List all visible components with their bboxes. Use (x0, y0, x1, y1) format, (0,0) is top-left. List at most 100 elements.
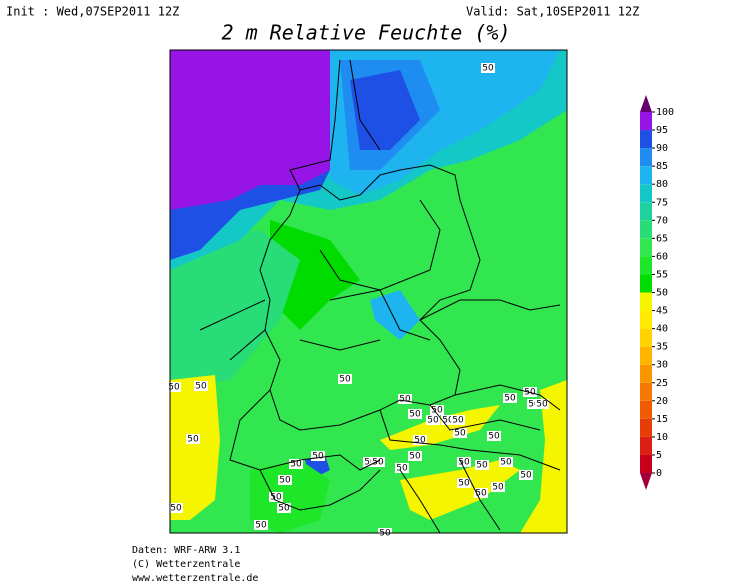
contour-label-box (254, 520, 268, 530)
contour-label: 50 (372, 458, 384, 468)
color-step (640, 202, 652, 221)
humidity-field (250, 460, 330, 533)
colorbar-label: 75 (656, 197, 668, 208)
contour-label-box (395, 463, 409, 473)
color-step (640, 310, 652, 329)
colorbar-label: 5 (656, 450, 662, 461)
color-step (640, 454, 652, 473)
contour-label-box (371, 457, 385, 467)
colorbar: 0 5 10 15 20 25 30 35 40 45 50 55 60 65 70 75 80 85 90 95 10… (640, 95, 674, 490)
contour-label: 50 (454, 429, 466, 439)
contour-label-box (491, 482, 505, 492)
humidity-field (380, 405, 500, 450)
contour-label: 50 (482, 64, 494, 74)
contour-label: 50 (255, 521, 267, 531)
footer-data: Daten: WRF-ARW 3.1 (132, 545, 240, 556)
contour-label-box (451, 415, 465, 425)
color-step (640, 382, 652, 401)
contour-label-box (408, 409, 422, 419)
humidity-field (170, 375, 220, 520)
contour-label: 50 (414, 436, 426, 446)
contour-label-box (535, 399, 549, 409)
contour-label-box (426, 415, 440, 425)
contour-label: 50 (364, 458, 376, 468)
colorbar-label: 10 (656, 432, 668, 443)
over-triangle (640, 95, 652, 112)
colorbar-label: 70 (656, 215, 668, 226)
contour-label: 50 (168, 383, 180, 393)
colorbar-label: 55 (656, 269, 668, 280)
contour-label-box (453, 428, 467, 438)
humidity-field (400, 460, 520, 520)
color-step (640, 112, 652, 131)
contour-label: 50 (458, 479, 470, 489)
contour-label-box (457, 478, 471, 488)
contour-label-box (519, 470, 533, 480)
contour-label: 50 (409, 452, 421, 462)
contour-label-box (487, 431, 501, 441)
contour-label: 50 (488, 432, 500, 442)
colorbar-label: 25 (656, 378, 668, 389)
contour-label-box (289, 459, 303, 469)
contour-label: 50 (270, 493, 282, 503)
contour-label-box (167, 382, 181, 392)
contour-label: 50 (431, 406, 443, 416)
contour-label: 50 (536, 400, 548, 410)
contour-label: 50 (187, 435, 199, 445)
colorbar-label: 50 (656, 288, 668, 299)
color-step (640, 148, 652, 167)
colorbar-label: 30 (656, 360, 668, 371)
borders (169, 49, 568, 534)
map-title: 2 m Relative Feuchte (%) (222, 21, 511, 45)
contour-label: 50 (528, 400, 540, 410)
humidity-field (350, 70, 420, 150)
contour-label-box (413, 435, 427, 445)
contour-label: 50 (475, 489, 487, 499)
contour-label: 50 (520, 471, 532, 481)
contour-label: 50 (442, 416, 454, 426)
color-step (640, 220, 652, 239)
contour-label-box (503, 393, 517, 403)
colorbar-label: 45 (656, 306, 668, 317)
valid-time: Valid: Sat,10SEP2011 12Z (466, 5, 639, 19)
humidity-field (170, 230, 300, 390)
under-triangle (640, 473, 652, 490)
contour-label: 50 (195, 382, 207, 392)
contour-label: 50 (427, 416, 439, 426)
contour-label: 50 (500, 458, 512, 468)
contour-label: 50 (279, 476, 291, 486)
colorbar-label: 90 (656, 143, 668, 154)
colorbar-label: 0 (656, 468, 662, 479)
colorbar-label: 65 (656, 233, 668, 244)
humidity-field (520, 380, 567, 533)
contour-label-box (430, 405, 444, 415)
colorbar-label: 85 (656, 161, 668, 172)
contour-label: 50 (476, 461, 488, 471)
footer-copyright: (C) Wetterzentrale (132, 559, 240, 570)
color-step (640, 274, 652, 293)
color-step (640, 238, 652, 257)
contour-label: 50 (312, 452, 324, 462)
contour-label-box (408, 451, 422, 461)
contour-label-box (338, 374, 352, 384)
contour-label: 50 (170, 504, 182, 514)
colorbar-label: 20 (656, 396, 668, 407)
color-step (640, 418, 652, 437)
contour-label-box (311, 451, 325, 461)
contour-label-box (398, 394, 412, 404)
contour-label-box (269, 492, 283, 502)
humidity-field (370, 290, 420, 340)
color-step (640, 166, 652, 185)
contour-label-box (363, 457, 377, 467)
contour-label-box (278, 475, 292, 485)
contour-label: 50 (452, 416, 464, 426)
contour-label-box (527, 399, 541, 409)
init-time: Init : Wed,07SEP2011 12Z (6, 5, 179, 19)
colorbar-label: 100 (656, 107, 674, 118)
contour-label: 50 (504, 394, 516, 404)
color-step (640, 436, 652, 455)
contour-label-box (499, 457, 513, 467)
colorbar-label: 40 (656, 324, 668, 335)
